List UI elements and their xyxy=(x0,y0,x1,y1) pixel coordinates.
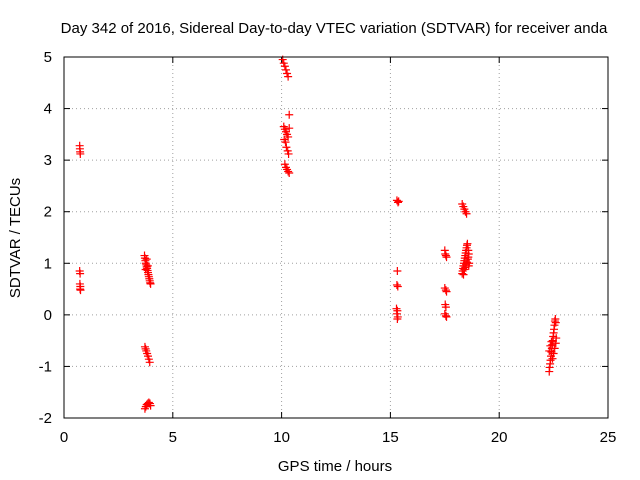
y-tick-label: 5 xyxy=(44,49,52,66)
data-point xyxy=(284,149,293,158)
data-point xyxy=(140,342,149,351)
x-tick-label: 15 xyxy=(382,429,399,446)
data-point xyxy=(285,110,294,119)
data-point xyxy=(394,197,403,206)
chart-title: Day 342 of 2016, Sidereal Day-to-day VTE… xyxy=(61,20,608,37)
x-tick-label: 20 xyxy=(491,429,508,446)
data-point xyxy=(76,149,85,158)
y-tick-label: -1 xyxy=(39,358,52,375)
data-point xyxy=(552,334,561,343)
data-point xyxy=(392,280,401,289)
data-point xyxy=(281,163,290,172)
y-tick-label: 1 xyxy=(44,255,52,272)
data-point xyxy=(284,72,293,81)
data-point xyxy=(549,349,558,358)
data-point xyxy=(283,165,292,174)
data-point xyxy=(547,337,556,346)
data-point xyxy=(141,344,150,353)
data-point xyxy=(76,286,85,295)
y-tick-label: 2 xyxy=(44,204,52,221)
data-point xyxy=(464,261,473,270)
data-point xyxy=(464,246,473,255)
data-point xyxy=(145,358,154,367)
data-point xyxy=(442,312,451,321)
x-tick-label: 10 xyxy=(273,429,290,446)
data-point xyxy=(394,198,403,207)
x-tick-label: 0 xyxy=(60,429,68,446)
data-point xyxy=(441,311,450,320)
data-point xyxy=(281,65,290,74)
axis-ticks xyxy=(63,56,609,419)
data-point xyxy=(462,209,471,218)
data-point xyxy=(76,269,85,278)
data-point xyxy=(442,253,451,262)
data-point xyxy=(441,286,450,295)
data-point xyxy=(285,169,294,178)
x-tick-labels: 0 5 10 15 20 25 xyxy=(60,429,617,446)
y-tick-label: 4 xyxy=(44,101,52,118)
data-point xyxy=(441,251,450,260)
data-point xyxy=(285,124,294,133)
x-tick-label: 5 xyxy=(169,429,177,446)
y-tick-label: -2 xyxy=(39,410,52,427)
data-point xyxy=(545,346,554,355)
y-axis-title: SDTVAR / TECUs xyxy=(7,178,24,298)
data-points xyxy=(75,55,561,413)
data-point xyxy=(440,284,449,293)
data-point xyxy=(463,239,472,248)
y-tick-labels: -2 -1 0 1 2 3 4 5 xyxy=(39,49,52,427)
data-point xyxy=(146,401,155,410)
data-point xyxy=(461,207,470,216)
data-point xyxy=(392,196,401,205)
y-tick-label: 0 xyxy=(44,307,52,324)
data-point xyxy=(146,279,155,288)
x-tick-label: 25 xyxy=(600,429,617,446)
data-point xyxy=(442,287,451,296)
data-point xyxy=(546,341,555,350)
data-point xyxy=(393,267,402,276)
data-point xyxy=(281,138,290,147)
data-point xyxy=(393,282,402,291)
x-axis-title: GPS time / hours xyxy=(278,458,392,475)
data-point xyxy=(548,354,557,363)
y-tick-label: 3 xyxy=(44,152,52,169)
grid-lines xyxy=(64,57,608,418)
data-point xyxy=(284,167,293,176)
data-point xyxy=(551,318,560,327)
data-point xyxy=(441,303,450,312)
data-point xyxy=(550,344,559,353)
data-point xyxy=(460,265,469,274)
data-point xyxy=(282,143,291,152)
plot-frame xyxy=(63,56,609,419)
data-point xyxy=(459,270,468,279)
data-point xyxy=(142,255,151,264)
data-point xyxy=(143,261,152,270)
data-point xyxy=(280,62,289,71)
data-point xyxy=(145,399,154,408)
data-point xyxy=(140,404,149,413)
data-point xyxy=(393,314,402,323)
